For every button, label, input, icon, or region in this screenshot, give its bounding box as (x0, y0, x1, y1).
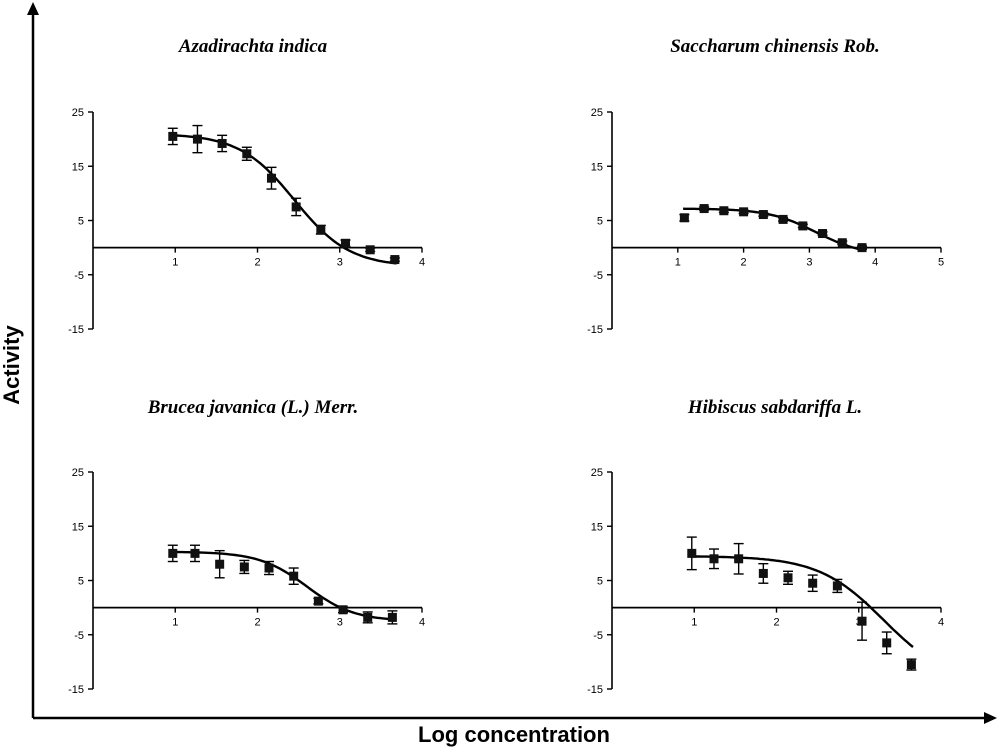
x-tick-label: 2 (741, 257, 747, 269)
data-point (217, 138, 227, 148)
data-point (190, 548, 200, 558)
y-tick-label: -15 (587, 324, 603, 336)
y-tick-label: -5 (74, 630, 84, 642)
data-point (882, 638, 892, 648)
data-point (758, 210, 768, 220)
y-tick-label: 5 (597, 216, 603, 228)
data-point (168, 131, 178, 141)
data-point (316, 225, 326, 235)
data-point (266, 173, 276, 183)
data-point (687, 548, 697, 558)
data-point (289, 571, 299, 581)
data-point (719, 206, 729, 216)
y-tick-label: 25 (72, 467, 84, 479)
data-point (739, 207, 749, 217)
data-point (808, 578, 818, 588)
figure-x-axis-arrowhead (984, 712, 997, 724)
y-tick-label: 15 (72, 161, 84, 173)
data-point (291, 202, 301, 212)
data-point (734, 554, 744, 564)
data-point (242, 149, 252, 159)
data-point (832, 581, 842, 591)
x-tick-label: 1 (172, 257, 178, 269)
y-tick-label: -5 (74, 270, 84, 282)
x-tick-label: 3 (337, 257, 343, 269)
data-point (783, 573, 793, 583)
x-tick-label: 4 (938, 617, 944, 629)
data-point (778, 214, 788, 224)
panel-2: Saccharum chinensis Rob. 25 15 5 -5 -15 1 2 3 4 5 (587, 36, 944, 336)
data-point (168, 548, 178, 558)
x-tick-label: 2 (254, 257, 260, 269)
data-point (192, 134, 202, 144)
fit-curve (690, 555, 914, 648)
y-tick-label: -15 (68, 324, 84, 336)
fit-curve (683, 207, 864, 252)
y-tick-label: -5 (593, 270, 603, 282)
data-point (239, 562, 249, 572)
data-point (818, 229, 828, 239)
data-point (837, 238, 847, 248)
data-point (338, 605, 348, 615)
panel-title: Brucea javanica (L.) Merr. (147, 397, 359, 418)
y-tick-label: 5 (597, 576, 603, 588)
fit-curve (171, 550, 395, 621)
data-point (363, 612, 373, 622)
data-point (699, 204, 709, 214)
x-tick-label: 5 (938, 257, 944, 269)
data-point (679, 213, 689, 223)
y-tick-label: 25 (591, 467, 603, 479)
data-point (264, 563, 274, 573)
data-point (387, 612, 397, 622)
panel-title: Hibiscus sabdariffa L. (687, 397, 862, 418)
y-tick-label: 15 (72, 521, 84, 533)
y-tick-label: 15 (591, 521, 603, 533)
data-point (313, 596, 323, 606)
y-tick-label: -5 (593, 630, 603, 642)
data-point (857, 616, 867, 626)
y-tick-label: 5 (78, 576, 84, 588)
figure-y-label: Activity (0, 325, 24, 405)
x-tick-label: 1 (691, 617, 697, 629)
x-tick-label: 4 (419, 257, 425, 269)
figure-y-axis-arrowhead (27, 2, 39, 15)
data-point (365, 245, 375, 255)
panel-title: Azadirachta indica (178, 36, 328, 57)
x-tick-label: 3 (337, 617, 343, 629)
x-tick-label: 1 (675, 257, 681, 269)
x-tick-label: 2 (773, 617, 779, 629)
data-point (906, 660, 916, 670)
panel-title: Saccharum chinensis Rob. (670, 36, 880, 57)
data-point (758, 568, 768, 578)
data-point (215, 559, 225, 569)
panel-3: Brucea javanica (L.) Merr. 25 15 5 -5 -15 1 2 3 4 (68, 397, 425, 696)
y-tick-label: -15 (68, 684, 84, 696)
x-tick-label: 3 (806, 257, 812, 269)
fit-curve (171, 134, 397, 265)
y-tick-label: 15 (591, 161, 603, 173)
data-point (798, 221, 808, 231)
x-tick-label: 4 (419, 617, 425, 629)
y-tick-label: 25 (591, 107, 603, 119)
data-point (857, 243, 867, 253)
figure-x-label: Log concentration (418, 722, 610, 747)
data-point (390, 255, 400, 265)
y-tick-label: 5 (78, 216, 84, 228)
x-tick-label: 4 (872, 257, 878, 269)
x-tick-label: 1 (172, 617, 178, 629)
data-point (341, 238, 351, 248)
x-tick-label: 2 (254, 617, 260, 629)
y-tick-label: -15 (587, 684, 603, 696)
panel-1: Azadirachta indica 25 15 5 -5 -15 1 2 3 4 (68, 36, 425, 336)
y-tick-label: 25 (72, 107, 84, 119)
data-point (709, 554, 719, 564)
